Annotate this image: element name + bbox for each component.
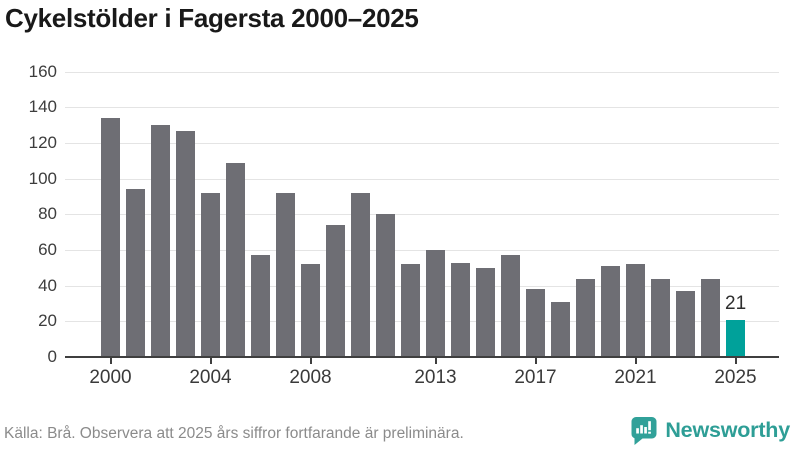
newsworthy-wordmark: Newsworthy [665,417,790,442]
bar-2017 [526,289,545,357]
y-axis-tick-label: 0 [47,347,57,366]
x-axis-line [65,356,779,358]
bar-2003 [176,130,195,357]
bar-2002 [151,125,170,357]
bar-2008 [301,264,320,357]
bar-2001 [126,189,145,357]
y-axis-tick-label: 40 [38,275,57,295]
x-axis-tick [209,358,212,364]
x-axis-tick [734,358,737,364]
x-axis-tick-label: 2013 [414,367,457,388]
bar-2019 [576,278,595,357]
newsworthy-logo: Newsworthy [628,414,790,446]
y-axis-tick-label: 100 [28,168,57,188]
bar-2006 [251,255,270,357]
x-axis-tick [534,358,537,364]
bar-2025 [726,319,745,357]
bar-2016 [501,255,520,357]
bar-2023 [676,291,695,357]
highlight-value-label: 21 [725,292,747,314]
bar-2022 [651,278,670,357]
x-axis-tick [634,358,637,364]
y-axis-tick-label: 20 [38,311,57,331]
bar-2018 [551,301,570,357]
source-note: Källa: Brå. Observera att 2025 års siffr… [4,425,464,442]
bar-2009 [326,225,345,357]
bar-chart-speech-bubble-icon [631,417,657,445]
bar-2004 [201,193,220,357]
bar-2015 [476,267,495,357]
x-axis-tick-label: 2025 [714,367,757,388]
gridline-60 [65,250,779,251]
gridline-100 [65,178,779,180]
bar-2010 [351,193,370,357]
bar-2020 [601,266,620,357]
bar-2021 [626,264,645,357]
bar-2024 [701,278,720,357]
bar-2005 [226,162,245,357]
y-axis-tick-label: 60 [38,240,57,259]
x-axis-tick [109,358,112,364]
bar-2000 [101,118,120,357]
x-axis-tick-label: 2021 [614,367,657,388]
bar-2012 [401,264,420,357]
gridline-140 [65,107,779,109]
gridline-40 [65,285,779,287]
gridline-80 [65,214,779,216]
gridline-120 [65,143,779,144]
chart-title: Cykelstölder i Fagersta 2000–2025 [5,3,419,33]
bar-2011 [376,214,395,357]
x-axis-tick-label: 2004 [189,367,232,388]
x-axis-tick-label: 2008 [289,367,332,388]
bar-2007 [276,193,295,357]
x-axis-tick-label: 2000 [89,367,132,388]
y-axis-tick-label: 160 [28,61,57,81]
gridline-160 [65,71,779,73]
y-axis-tick-label: 140 [28,97,57,117]
y-axis-tick-label: 80 [38,204,57,224]
bar-2013 [426,250,445,357]
gridline-20 [65,321,779,323]
x-axis-tick [434,358,437,364]
x-axis-tick [309,358,312,364]
bar-2014 [451,262,470,357]
x-axis-tick-label: 2017 [514,367,557,388]
y-axis-tick-label: 120 [28,133,57,152]
